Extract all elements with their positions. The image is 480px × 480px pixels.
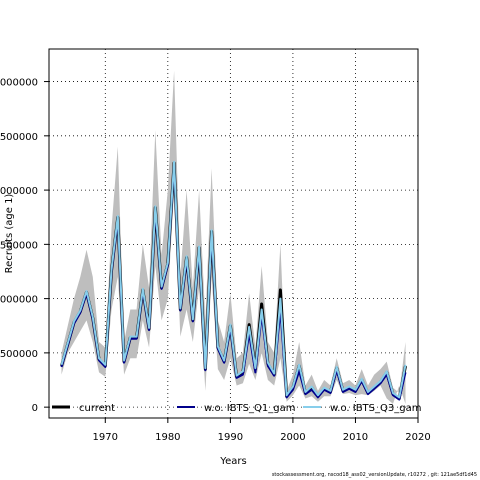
legend-label: current bbox=[79, 403, 115, 414]
y-axis-title: Recruits (age 1) bbox=[4, 194, 15, 274]
x-axis: 1970 1980 1990 2000 2010 2020 bbox=[93, 418, 431, 443]
x-tick-label: 1970 bbox=[93, 432, 118, 443]
y-tick-label: 2000000 bbox=[0, 186, 38, 197]
x-tick-label: 2010 bbox=[343, 432, 368, 443]
y-axis: 0 500000 1000000 1500000 2000000 2500000 30000… bbox=[0, 78, 49, 414]
legend-item-q3: w.o. IBTS_Q3_gam bbox=[303, 403, 421, 414]
legend-item-q1: w.o. IBTS_Q1_gam bbox=[177, 403, 295, 414]
legend-label: w.o. IBTS_Q1_gam bbox=[204, 403, 295, 414]
y-tick-label: 1500000 bbox=[0, 240, 38, 251]
series-lines bbox=[60, 160, 407, 401]
y-tick-label: 1000000 bbox=[0, 295, 38, 306]
y-tick-label: 0 bbox=[32, 403, 38, 414]
x-axis-title: Years bbox=[219, 456, 246, 467]
x-tick-label: 1990 bbox=[218, 432, 243, 443]
plot-frame bbox=[48, 48, 419, 419]
y-tick-label: 2500000 bbox=[0, 132, 38, 143]
legend-label: w.o. IBTS_Q3_gam bbox=[330, 403, 421, 414]
y-tick-label: 500000 bbox=[0, 349, 38, 360]
series-line-q3 bbox=[60, 160, 407, 399]
x-tick-label: 1980 bbox=[155, 432, 180, 443]
footer-caption: stockassessment.org, nscod18_ass02_versi… bbox=[271, 472, 477, 478]
x-tick-label: 2020 bbox=[405, 432, 430, 443]
legend-item-current: current bbox=[52, 403, 115, 414]
legend: current w.o. IBTS_Q1_gam w.o. IBTS_Q3_gam bbox=[52, 403, 421, 414]
x-tick-label: 2000 bbox=[280, 432, 305, 443]
y-tick-label: 3000000 bbox=[0, 78, 38, 89]
